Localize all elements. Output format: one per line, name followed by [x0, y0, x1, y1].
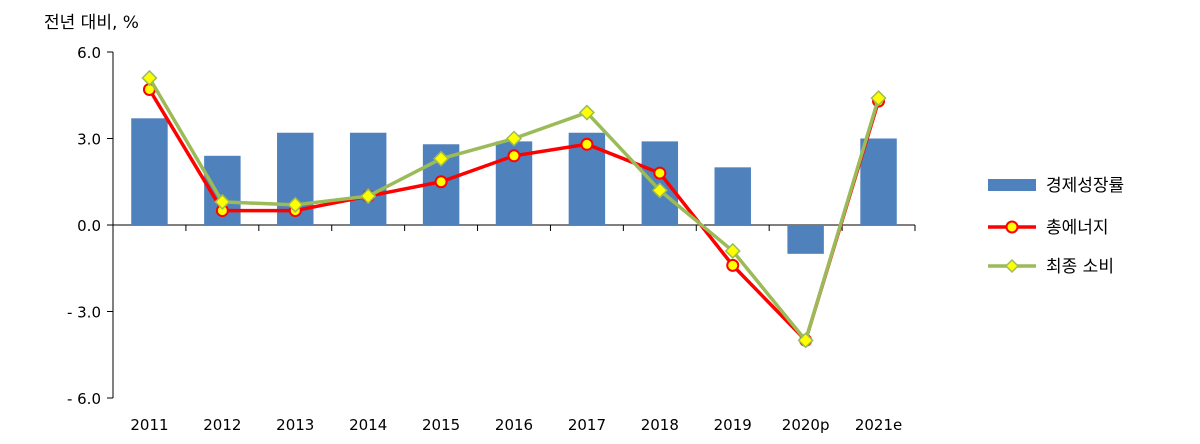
- point-총에너지: [580, 137, 594, 151]
- bar-경제성장률: [860, 138, 897, 225]
- x-tick-label: 2017: [568, 416, 606, 434]
- x-tick-label: 2016: [495, 416, 533, 434]
- point-최종-소비: [433, 150, 450, 167]
- legend-label: 총에너지: [1046, 218, 1109, 238]
- point-최종-소비: [141, 69, 158, 87]
- point-최종-소비: [287, 196, 304, 213]
- y-tick-label: 0.0: [77, 217, 101, 235]
- x-tick-label: 2020p: [782, 416, 830, 434]
- point-최종-소비: [724, 242, 741, 260]
- point-최종-소비: [870, 90, 887, 107]
- legend-swatch-bar: [988, 179, 1036, 191]
- y-axis-unit-label: 전년 대비, %: [44, 13, 139, 33]
- point-최종-소비: [214, 193, 231, 210]
- bar-경제성장률: [714, 167, 751, 225]
- point-총에너지: [434, 175, 448, 189]
- x-tick-label: 2014: [349, 416, 387, 434]
- x-tick-label: 2015: [422, 416, 460, 434]
- point-최종-소비: [797, 332, 814, 349]
- point-최종-소비: [578, 104, 595, 121]
- legend-marker: [1005, 220, 1019, 234]
- legend-marker: [1004, 258, 1020, 274]
- point-최종-소비: [360, 188, 377, 205]
- point-총에너지: [507, 149, 521, 163]
- bar-경제성장률: [349, 132, 387, 225]
- point-최종-소비: [505, 130, 523, 147]
- x-tick-label: 2018: [641, 416, 679, 434]
- point-총에너지: [726, 258, 740, 272]
- x-tick-label: 2011: [130, 416, 168, 434]
- bar-경제성장률: [131, 118, 168, 225]
- y-tick-label: 6.0: [77, 44, 101, 62]
- y-tick-label: - 6.0: [67, 390, 101, 408]
- point-최종-소비: [651, 182, 668, 199]
- bar-경제성장률: [787, 225, 824, 254]
- legend-label: 경제성장률: [1046, 176, 1124, 196]
- x-tick-label: 2021e: [855, 416, 902, 434]
- x-tick-label: 2019: [714, 416, 752, 434]
- y-tick-label: - 3.0: [67, 304, 101, 322]
- point-총에너지: [653, 166, 667, 180]
- x-tick-label: 2013: [276, 416, 314, 434]
- x-tick-label: 2012: [203, 416, 241, 434]
- legend-label: 최종 소비: [1046, 257, 1114, 277]
- y-tick-label: 3.0: [77, 131, 101, 149]
